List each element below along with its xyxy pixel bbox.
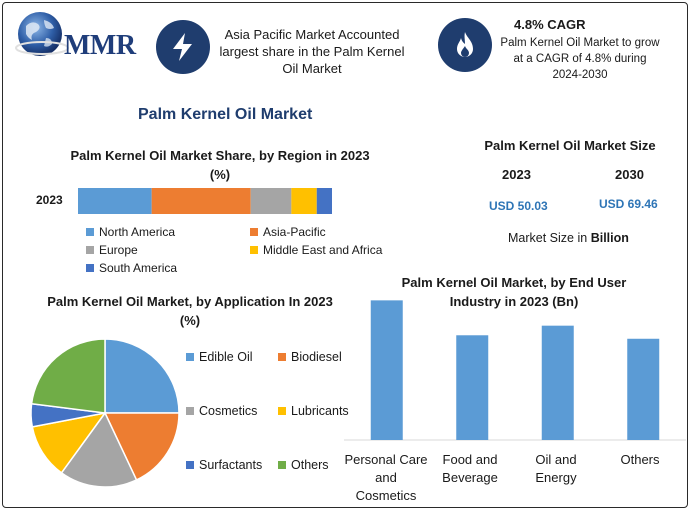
application-chart-title: Palm Kernel Oil Market, by Application I… bbox=[47, 294, 333, 328]
legend-label: Others bbox=[291, 458, 329, 472]
legend-south-america: South America bbox=[86, 261, 177, 275]
region-chart-title: Palm Kernel Oil Market Share, by Region … bbox=[70, 148, 370, 182]
legend-middle-east-africa: Middle East and Africa bbox=[250, 243, 382, 257]
pie-legend-surfactants: Surfactants bbox=[186, 458, 262, 472]
market-size-year-2023: 2023 bbox=[502, 167, 531, 182]
legend-label: Biodiesel bbox=[291, 350, 342, 364]
fact-icon-circle bbox=[156, 20, 210, 74]
pie-legend: Edible Oil Biodiesel Cosmetics Lubricant… bbox=[186, 350, 366, 480]
market-size-unit-value: Billion bbox=[590, 231, 629, 245]
enduser-bar-oil-and-energy bbox=[541, 325, 574, 440]
cagr-icon-circle bbox=[438, 18, 492, 72]
legend-label: North America bbox=[99, 225, 176, 239]
market-size-unit: Market Size in Billion bbox=[508, 231, 629, 245]
legend-north-america: North America bbox=[86, 225, 175, 239]
enduser-xlabel-oil-energy: Oil and Energy bbox=[513, 451, 599, 487]
pie-legend-others: Others bbox=[278, 458, 329, 472]
xlabel-line: and bbox=[375, 470, 397, 485]
logo: MMR bbox=[14, 8, 154, 64]
pie-slice-others bbox=[30, 338, 106, 414]
region-segment-middle-east-and-africa bbox=[291, 188, 317, 214]
flame-icon bbox=[457, 32, 473, 57]
application-pie bbox=[30, 338, 180, 488]
cagr-body: Palm Kernel Oil Market to grow at a CAGR… bbox=[500, 37, 660, 81]
xlabel-line: Others bbox=[620, 452, 660, 467]
pie-legend-biodiesel: Biodiesel bbox=[278, 350, 342, 364]
region-segment-north-america bbox=[78, 188, 152, 214]
region-segment-europe bbox=[250, 188, 292, 214]
pie-slice-biodiesel bbox=[103, 412, 180, 481]
legend-swatch bbox=[250, 228, 258, 236]
legend-swatch bbox=[278, 407, 286, 415]
xlabel-line: Oil and bbox=[535, 452, 577, 467]
legend-label: South America bbox=[99, 261, 178, 275]
legend-swatch bbox=[86, 264, 94, 272]
legend-swatch bbox=[186, 407, 194, 415]
legend-swatch bbox=[186, 353, 194, 361]
legend-swatch bbox=[278, 461, 286, 469]
xlabel-line: Personal Care bbox=[344, 452, 428, 467]
market-size-year-2030: 2030 bbox=[615, 167, 644, 182]
market-size-unit-prefix: Market Size in bbox=[508, 231, 588, 245]
fact-text: Asia Pacific Market Accounted largest sh… bbox=[219, 27, 405, 76]
legend-label: Asia-Pacific bbox=[263, 225, 326, 239]
xlabel-line: Cosmetics bbox=[355, 488, 417, 503]
lightning-icon bbox=[173, 33, 192, 61]
pie-legend-lubricants: Lubricants bbox=[278, 404, 349, 418]
region-legend: North America Asia-Pacific Europe Middle… bbox=[86, 225, 406, 281]
legend-label: Surfactants bbox=[199, 458, 263, 472]
legend-label: Cosmetics bbox=[199, 404, 258, 418]
frame-border bbox=[2, 2, 688, 508]
legend-swatch bbox=[278, 353, 286, 361]
enduser-bar-personal-care-and-cosmetics bbox=[370, 300, 403, 440]
legend-swatch bbox=[250, 246, 258, 254]
legend-swatch bbox=[86, 228, 94, 236]
xlabel-line: Beverage bbox=[442, 470, 498, 485]
logo-text: MMR bbox=[64, 30, 136, 61]
xlabel-line: Energy bbox=[535, 470, 577, 485]
market-size-value-2023: USD 50.03 bbox=[489, 199, 548, 213]
pie-legend-cosmetics: Cosmetics bbox=[186, 404, 257, 418]
legend-europe: Europe bbox=[86, 243, 138, 257]
region-stacked-bar bbox=[78, 188, 332, 214]
enduser-xlabel-personal-care: Personal Care and Cosmetics bbox=[338, 451, 434, 505]
legend-swatch bbox=[186, 461, 194, 469]
enduser-chart-title: Palm Kernel Oil Market, by End User Indu… bbox=[401, 275, 627, 309]
legend-label: Europe bbox=[99, 243, 138, 257]
enduser-xlabel-food-beverage: Food and Beverage bbox=[427, 451, 513, 487]
cagr-title: 4.8% CAGR bbox=[514, 17, 586, 32]
pie-slice-cosmetics bbox=[60, 411, 138, 488]
market-size-value-2030: USD 69.46 bbox=[599, 197, 658, 211]
main-title: Palm Kernel Oil Market bbox=[138, 106, 313, 123]
legend-asia-pacific: Asia-Pacific bbox=[250, 225, 326, 239]
legend-label: Lubricants bbox=[291, 404, 349, 418]
enduser-bar-chart bbox=[344, 300, 686, 441]
legend-label: Edible Oil bbox=[199, 350, 253, 364]
enduser-xlabel-others: Others bbox=[597, 451, 683, 469]
region-segment-south-america bbox=[316, 188, 332, 214]
region-bar-year: 2023 bbox=[36, 193, 63, 207]
legend-swatch bbox=[86, 246, 94, 254]
globe-icon bbox=[15, 12, 69, 56]
enduser-bar-food-and-beverage bbox=[456, 335, 489, 440]
region-segment-asia-pacific bbox=[151, 188, 251, 214]
pie-slice-edible-oil bbox=[104, 338, 180, 414]
pie-legend-edible-oil: Edible Oil bbox=[186, 350, 253, 364]
legend-label: Middle East and Africa bbox=[263, 243, 383, 257]
enduser-bar-others bbox=[627, 338, 660, 440]
market-size-title: Palm Kernel Oil Market Size bbox=[484, 138, 656, 153]
xlabel-line: Food and bbox=[442, 452, 498, 467]
